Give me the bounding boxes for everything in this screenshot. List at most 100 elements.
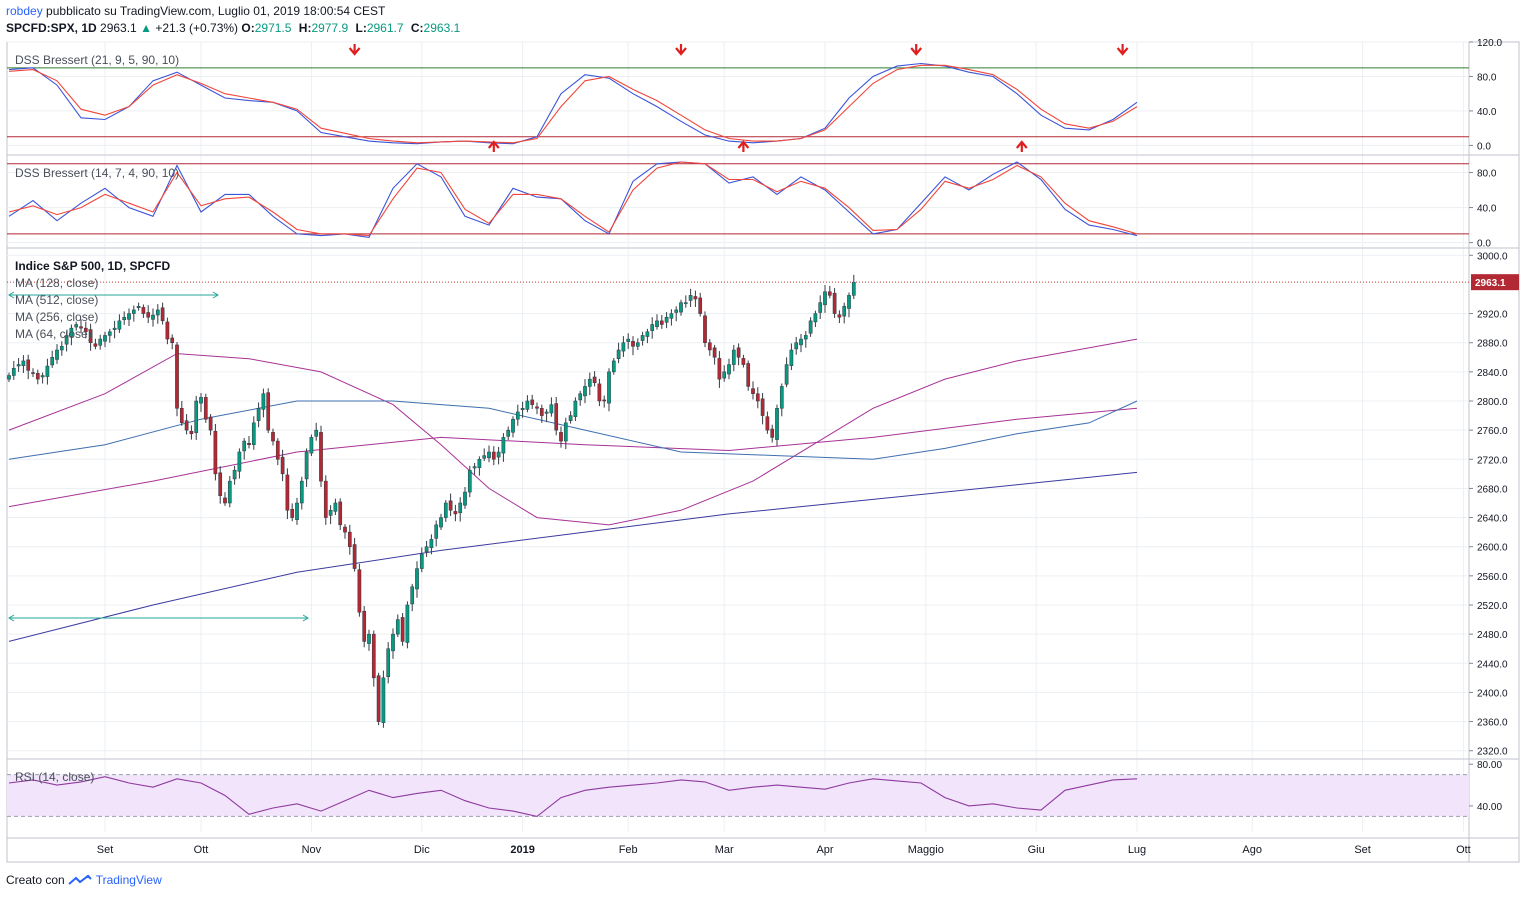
candle: [165, 317, 170, 345]
candle: [127, 308, 131, 326]
x-tick-label: Feb: [619, 844, 638, 856]
y-tick-label: 80.0: [1477, 72, 1497, 83]
x-tick-label: Maggio: [908, 844, 944, 856]
candle: [261, 388, 266, 418]
sell-arrow-icon: [1116, 44, 1129, 56]
candle: [362, 606, 367, 648]
x-tick-label: Lug: [1128, 844, 1146, 856]
candle: [199, 392, 203, 412]
candle: [799, 333, 803, 353]
dss-line: [8, 161, 1138, 239]
candle: [563, 417, 568, 450]
candle: [391, 628, 395, 659]
y-tick-label: 2880.0: [1477, 339, 1508, 350]
candle: [434, 520, 439, 547]
publish-text: pubblicato su TradingView.com, Luglio 01…: [46, 4, 386, 18]
candle: [93, 338, 98, 350]
candle: [751, 381, 755, 400]
y-tick-label: 2560.0: [1477, 572, 1508, 583]
candle: [203, 393, 208, 423]
open-value: 2971.5: [254, 21, 292, 35]
candle: [319, 425, 323, 487]
candle: [309, 434, 314, 457]
candle: [21, 355, 26, 373]
candle: [808, 317, 813, 337]
y-tick-label: 2680.0: [1477, 484, 1508, 495]
moving-average-line: [8, 338, 1138, 526]
moving-average-line: [8, 400, 1138, 460]
rsi-title: RSI (14, close): [15, 770, 94, 784]
x-tick-label: Dic: [414, 844, 430, 856]
moving-average-line: [8, 407, 1138, 508]
indicator-title: DSS Bressert (21, 9, 5, 90, 10): [15, 53, 179, 67]
footer-brand-link[interactable]: TradingView: [95, 873, 162, 887]
candle: [775, 404, 779, 447]
candle: [314, 422, 319, 441]
y-tick-label: 2720.0: [1477, 455, 1508, 466]
candle: [755, 387, 760, 409]
buy-arrow-icon: [1015, 140, 1028, 152]
candle: [482, 448, 487, 462]
candle: [376, 672, 381, 726]
candle: [328, 505, 333, 525]
y-tick-label: 2440.0: [1477, 659, 1508, 670]
candle: [698, 292, 703, 317]
open-label: O:: [241, 21, 255, 35]
candle: [170, 334, 175, 350]
y-tick-label: 2520.0: [1477, 601, 1508, 612]
candle: [136, 302, 141, 311]
y-tick-label: 2400.0: [1477, 688, 1508, 699]
candle: [256, 402, 261, 428]
candle: [597, 378, 602, 407]
candle: [530, 394, 535, 410]
candle: [232, 465, 237, 485]
ma-legend-item: MA (256, close): [15, 310, 98, 324]
candle: [194, 395, 199, 440]
candle: [650, 317, 655, 339]
y-tick-label: 80.00: [1477, 760, 1502, 771]
candle: [400, 613, 405, 646]
candle: [827, 285, 832, 299]
high-label: H:: [298, 21, 312, 35]
y-tick-label: 40.00: [1477, 802, 1502, 813]
arrow-left-icon: [8, 614, 15, 622]
candle: [611, 358, 616, 375]
candle: [16, 358, 21, 372]
candle: [674, 306, 679, 322]
candle: [832, 288, 837, 318]
symbol-name[interactable]: SPCFD:SPX, 1D: [6, 21, 97, 35]
candle: [544, 409, 549, 423]
indicator-title: DSS Bressert (14, 7, 4, 90, 10): [15, 166, 179, 180]
candle: [343, 524, 347, 539]
candle: [237, 448, 242, 479]
x-tick-label: Set: [97, 844, 114, 856]
tradingview-logo-icon: [68, 874, 92, 885]
candle: [573, 397, 578, 422]
candle: [304, 448, 309, 487]
candle: [112, 320, 117, 339]
candle: [717, 351, 722, 388]
candle: [472, 462, 477, 475]
candle: [760, 392, 765, 425]
low-value: 2961.7: [366, 21, 404, 35]
candle: [851, 274, 856, 299]
candle: [55, 344, 59, 364]
author-link[interactable]: robdey: [6, 4, 43, 18]
buy-arrow-icon: [487, 140, 500, 152]
candle: [559, 426, 563, 448]
candle: [568, 411, 573, 424]
candle: [847, 292, 851, 318]
candle: [746, 360, 751, 391]
candle: [405, 601, 410, 649]
candle: [664, 312, 669, 329]
candle: [295, 497, 299, 525]
candle: [223, 492, 227, 506]
candle: [386, 642, 391, 684]
candle: [367, 629, 371, 651]
candle: [146, 305, 151, 324]
candle: [83, 321, 88, 339]
candle: [707, 339, 712, 356]
signal-line: [8, 161, 1138, 237]
candle: [208, 414, 213, 436]
